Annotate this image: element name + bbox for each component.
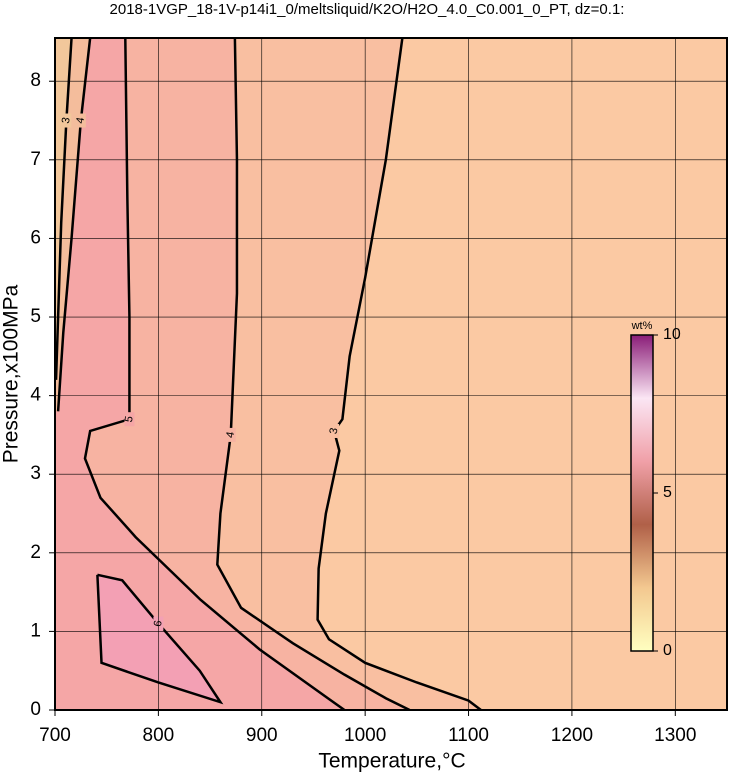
y-tick-label: 6	[30, 227, 41, 248]
contour-label-bg	[329, 423, 340, 438]
plot-frame	[54, 37, 728, 711]
x-tick-label: 1200	[551, 725, 593, 746]
x-tick-label: 900	[246, 725, 278, 746]
contour-line	[96, 573, 224, 705]
x-tick-label: 1300	[654, 725, 696, 746]
y-tick-label: 7	[30, 149, 41, 170]
y-tick-label: 2	[30, 542, 41, 563]
x-tick-label: 1100	[448, 725, 489, 746]
x-tick-label: 800	[143, 725, 175, 746]
colorbar-tick-label: 10	[663, 326, 681, 343]
contour-line	[316, 38, 482, 710]
contour-label-bg	[61, 113, 72, 128]
contour-label: 4	[74, 116, 87, 124]
contour-label-bg	[124, 412, 135, 427]
chart-title: 2018-1VGP_18-1V-p14i1_0/meltsliquid/K2O/…	[110, 1, 625, 18]
y-tick-label: 4	[30, 385, 41, 406]
y-tick-label: 8	[30, 70, 41, 91]
y-tick-label: 3	[30, 463, 41, 484]
contour-label: 4	[224, 431, 237, 439]
contour-label-bg	[225, 427, 236, 442]
colorbar-tick-label: 0	[663, 642, 672, 659]
y-axis-title: Pressure,x100MPa	[0, 284, 23, 463]
contour-label: 5	[123, 415, 136, 423]
y-tick-label: 0	[30, 699, 41, 720]
contour-label-bg	[75, 113, 86, 128]
x-tick-label: 700	[39, 725, 71, 746]
contour-label: 3	[328, 427, 341, 435]
x-tick-label: 1000	[344, 725, 386, 746]
colorbar-label: wt%	[631, 320, 653, 332]
colorbar-tick-label: 5	[663, 484, 672, 501]
colorbar	[630, 334, 654, 652]
contour-region	[97, 574, 221, 703]
contour-label: 3	[60, 116, 73, 124]
contour-line	[55, 38, 73, 380]
contour-line	[216, 38, 411, 710]
contour-region	[55, 38, 72, 380]
y-tick-label: 5	[30, 306, 41, 327]
y-tick-label: 1	[30, 620, 41, 641]
x-axis-title: Temperature,°C	[318, 750, 465, 773]
